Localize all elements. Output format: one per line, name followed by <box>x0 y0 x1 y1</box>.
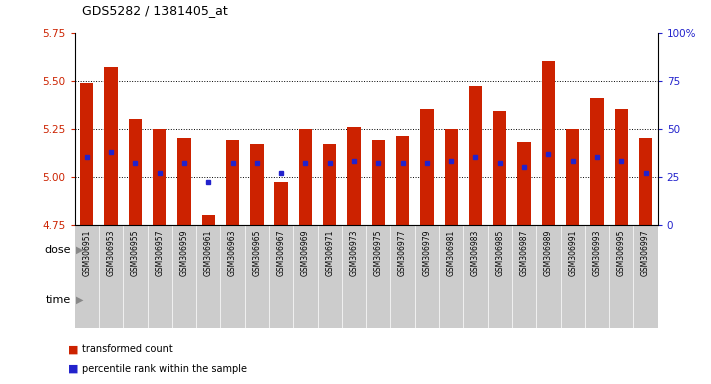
Bar <box>202 215 215 225</box>
Text: GDS5282 / 1381405_at: GDS5282 / 1381405_at <box>82 4 228 17</box>
Bar <box>294 277 366 322</box>
Text: GSM306985: GSM306985 <box>496 230 504 276</box>
Text: ■: ■ <box>68 344 78 354</box>
Bar <box>80 83 93 225</box>
Text: GSM306959: GSM306959 <box>179 230 188 276</box>
Bar <box>75 277 148 322</box>
Bar <box>493 111 506 225</box>
Bar <box>614 109 628 225</box>
Text: GSM306979: GSM306979 <box>422 230 432 276</box>
Bar <box>590 98 604 225</box>
Text: 4 h: 4 h <box>466 295 484 305</box>
Bar <box>148 277 220 322</box>
Bar <box>639 138 652 225</box>
Bar <box>566 129 579 225</box>
Bar <box>518 142 530 225</box>
Bar <box>366 277 439 322</box>
Text: GSM306955: GSM306955 <box>131 230 140 276</box>
Text: GSM306967: GSM306967 <box>277 230 286 276</box>
Text: percentile rank within the sample: percentile rank within the sample <box>82 364 247 374</box>
Text: GSM306989: GSM306989 <box>544 230 553 276</box>
Bar <box>420 109 434 225</box>
Text: GSM306965: GSM306965 <box>252 230 262 276</box>
Bar <box>585 277 658 322</box>
Text: ■: ■ <box>68 364 78 374</box>
Text: 24 h: 24 h <box>245 295 269 305</box>
Bar <box>250 144 264 225</box>
Bar <box>469 86 482 225</box>
Bar <box>299 129 312 225</box>
Text: GSM306981: GSM306981 <box>447 230 456 276</box>
Text: 0 h: 0 h <box>102 295 120 305</box>
Text: GSM306973: GSM306973 <box>350 230 358 276</box>
Bar <box>129 119 142 225</box>
Bar <box>105 67 118 225</box>
Text: 3 mg/kg RDX: 3 mg/kg RDX <box>183 245 257 255</box>
Text: GSM306957: GSM306957 <box>155 230 164 276</box>
Text: GSM306951: GSM306951 <box>82 230 91 276</box>
Bar <box>512 277 585 322</box>
Text: ▶: ▶ <box>76 295 84 305</box>
Text: 48 h: 48 h <box>317 295 342 305</box>
Text: GSM306997: GSM306997 <box>641 230 650 276</box>
Bar <box>444 129 458 225</box>
Text: GSM306995: GSM306995 <box>616 230 626 276</box>
Bar <box>226 140 239 225</box>
Text: GSM306971: GSM306971 <box>325 230 334 276</box>
Text: GSM306953: GSM306953 <box>107 230 116 276</box>
Text: transformed count: transformed count <box>82 344 173 354</box>
Text: GSM306969: GSM306969 <box>301 230 310 276</box>
Bar <box>348 127 360 225</box>
Bar <box>396 136 410 225</box>
Bar <box>75 227 366 272</box>
Text: GSM306991: GSM306991 <box>568 230 577 276</box>
Bar <box>153 129 166 225</box>
Text: GSM306987: GSM306987 <box>520 230 528 276</box>
Bar <box>220 277 294 322</box>
Text: GSM306975: GSM306975 <box>374 230 383 276</box>
Bar <box>323 144 336 225</box>
Text: GSM306977: GSM306977 <box>398 230 407 276</box>
Bar <box>372 140 385 225</box>
Text: ▶: ▶ <box>76 245 84 255</box>
Text: GSM306961: GSM306961 <box>204 230 213 276</box>
Text: 0 h: 0 h <box>394 295 412 305</box>
Bar <box>274 182 288 225</box>
Text: GSM306983: GSM306983 <box>471 230 480 276</box>
Text: 48 h: 48 h <box>609 295 634 305</box>
Text: 4 h: 4 h <box>175 295 193 305</box>
Bar <box>542 61 555 225</box>
Text: GSM306963: GSM306963 <box>228 230 237 276</box>
Text: GSM306993: GSM306993 <box>592 230 602 276</box>
Text: dose: dose <box>45 245 71 255</box>
Bar <box>439 277 512 322</box>
Text: 24 h: 24 h <box>536 295 561 305</box>
Bar <box>177 138 191 225</box>
Text: time: time <box>46 295 71 305</box>
Bar <box>366 227 658 272</box>
Text: 18 mg/kg RDX: 18 mg/kg RDX <box>471 245 552 255</box>
